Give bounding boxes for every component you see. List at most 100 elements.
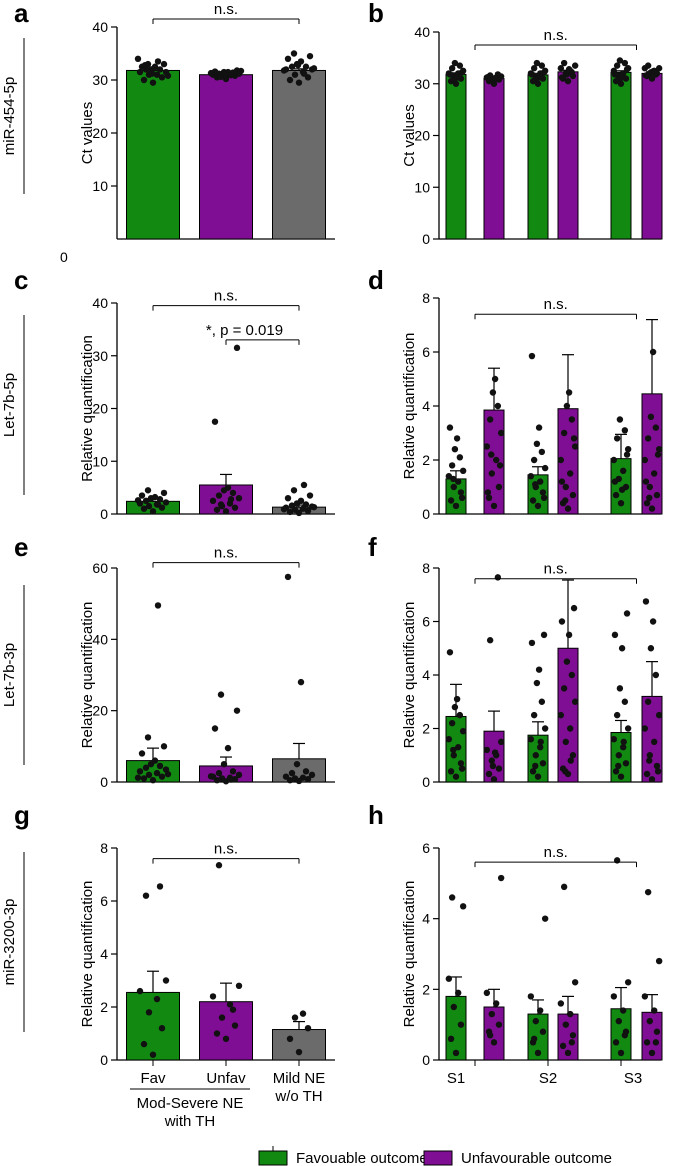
bar-unfavourable-outcome bbox=[483, 78, 505, 240]
panel-letter-a: a bbox=[14, 0, 29, 28]
data-point bbox=[459, 727, 467, 735]
data-point bbox=[286, 508, 294, 516]
data-point bbox=[570, 604, 578, 612]
data-point bbox=[160, 489, 168, 497]
data-point bbox=[641, 725, 649, 732]
data-point bbox=[160, 60, 168, 68]
data-point bbox=[612, 491, 620, 499]
data-point bbox=[527, 993, 535, 1000]
data-point bbox=[564, 505, 572, 512]
data-point bbox=[224, 744, 232, 752]
data-point bbox=[571, 979, 579, 986]
data-point bbox=[153, 995, 161, 1003]
data-point bbox=[451, 446, 459, 453]
data-point bbox=[537, 744, 544, 751]
data-point bbox=[235, 494, 243, 502]
data-point bbox=[218, 1014, 226, 1021]
x-label-s3: S3 bbox=[624, 1070, 642, 1087]
data-point bbox=[641, 993, 649, 1000]
data-point bbox=[448, 719, 456, 727]
data-point bbox=[534, 773, 542, 780]
data-point bbox=[616, 416, 624, 423]
y-tick-label: 2 bbox=[422, 981, 430, 997]
significance-label: n.s. bbox=[544, 561, 568, 578]
data-point bbox=[621, 59, 629, 67]
data-point bbox=[623, 66, 631, 73]
data-point bbox=[541, 464, 549, 472]
data-point bbox=[490, 776, 498, 783]
data-point bbox=[222, 1035, 230, 1043]
data-point bbox=[495, 1021, 503, 1028]
data-point bbox=[623, 451, 631, 458]
y-tick-label: 0 bbox=[100, 506, 108, 522]
data-point bbox=[299, 774, 307, 781]
data-point bbox=[610, 456, 618, 464]
chart-panel-g: 0 2 4 6 8 Relative quantification n.s. bbox=[79, 840, 335, 1068]
data-point bbox=[456, 454, 464, 461]
data-point bbox=[235, 771, 243, 779]
data-point bbox=[621, 1032, 629, 1039]
data-point bbox=[291, 71, 299, 78]
data-point bbox=[237, 67, 245, 75]
data-point bbox=[651, 470, 658, 477]
data-point bbox=[144, 487, 152, 494]
data-point bbox=[221, 70, 229, 78]
data-point bbox=[654, 451, 662, 458]
data-point bbox=[486, 1032, 494, 1039]
data-point bbox=[647, 413, 655, 420]
chart-panel-e: 0 20 40 60 Relative quantification n.s. bbox=[79, 545, 335, 790]
data-point bbox=[158, 1025, 166, 1032]
data-point bbox=[134, 497, 142, 504]
data-point bbox=[644, 62, 652, 69]
data-point bbox=[288, 63, 296, 70]
y-axis-label: Relative quantification bbox=[401, 333, 418, 480]
y-axis-label: Relative quantification bbox=[79, 602, 96, 749]
data-point bbox=[611, 631, 619, 639]
data-point bbox=[299, 1010, 307, 1017]
data-point bbox=[613, 435, 621, 442]
x-label-unfav: Unfav bbox=[206, 1070, 246, 1087]
data-point bbox=[280, 67, 288, 74]
data-point bbox=[530, 456, 538, 464]
data-point bbox=[227, 496, 235, 503]
y-axis-label: Relative quantification bbox=[79, 881, 96, 1028]
legend-label-unfavourable: Unfavourable outcome bbox=[461, 1150, 612, 1166]
y-tick-label: 20 bbox=[92, 703, 108, 719]
y-tick-label: 30 bbox=[92, 72, 108, 88]
data-point bbox=[538, 62, 546, 69]
data-point bbox=[653, 1028, 661, 1035]
stray-zero-label: 0 bbox=[60, 249, 68, 265]
data-point bbox=[291, 775, 299, 782]
data-point bbox=[494, 402, 502, 410]
data-point bbox=[652, 1039, 660, 1046]
data-point bbox=[458, 69, 466, 76]
significance-label: n.s. bbox=[544, 296, 568, 313]
data-point bbox=[651, 738, 658, 746]
data-point bbox=[610, 993, 618, 1000]
data-point bbox=[495, 765, 503, 772]
data-point bbox=[616, 57, 624, 64]
y-tick-label: 0 bbox=[422, 774, 430, 790]
data-point bbox=[306, 492, 314, 499]
panel-letter-d: d bbox=[368, 265, 384, 295]
y-tick-label: 8 bbox=[422, 560, 430, 576]
y-tick-label: 8 bbox=[422, 290, 430, 306]
data-point bbox=[646, 757, 653, 764]
data-point bbox=[458, 765, 466, 772]
y-tick-label: 2 bbox=[422, 452, 430, 468]
data-point bbox=[134, 55, 142, 62]
y-tick-label: 10 bbox=[92, 453, 108, 469]
data-point bbox=[156, 883, 164, 890]
y-tick-label: 4 bbox=[422, 398, 430, 414]
data-point bbox=[490, 1039, 498, 1046]
data-point bbox=[154, 501, 162, 508]
row-label-let7b5p: Let-7b-5p bbox=[1, 373, 18, 437]
significance-label: n.s. bbox=[214, 1, 238, 18]
y-axis-label: Ct values bbox=[79, 102, 96, 165]
data-point bbox=[497, 738, 505, 746]
chart-panel-f: 0 2 4 6 8 Relative quantification n.s. bbox=[401, 560, 663, 790]
data-point bbox=[648, 505, 656, 512]
data-point bbox=[134, 774, 142, 781]
data-point bbox=[282, 773, 290, 780]
data-point bbox=[451, 59, 459, 67]
